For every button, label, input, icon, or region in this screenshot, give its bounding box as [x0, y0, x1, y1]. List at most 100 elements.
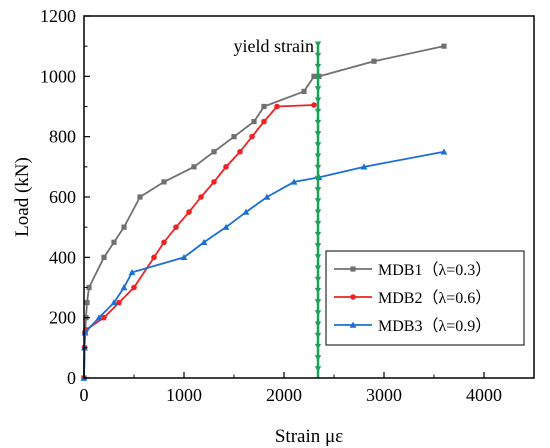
yield-strain-marker	[314, 332, 322, 339]
yield-strain-marker	[314, 97, 322, 103]
yield-strain-marker	[314, 299, 322, 305]
yield-strain-marker	[314, 220, 322, 227]
legend-label-2: MDB2（λ=0.6）	[378, 289, 491, 307]
yield-strain-marker	[314, 310, 322, 316]
data-point-series-1	[137, 194, 143, 200]
data-point-series-1	[121, 224, 127, 230]
x-tick-label: 0	[80, 385, 89, 405]
legend-label-1: MDB1（λ=0.3）	[378, 261, 491, 279]
legend-marker-1	[350, 266, 356, 272]
yield-strain-marker	[314, 209, 322, 215]
yield-strain-marker	[314, 187, 322, 193]
data-point-series-2	[274, 103, 280, 110]
data-point-series-2	[211, 179, 217, 185]
data-point-series-3	[360, 163, 368, 170]
legend-marker-3	[349, 321, 357, 328]
legend-label-3: MDB3（λ=0.9）	[378, 317, 491, 335]
data-point-series-2	[116, 299, 122, 306]
yield-strain-marker	[314, 355, 322, 361]
yield-strain-marker	[314, 276, 322, 283]
yield-strain-marker	[314, 198, 322, 204]
yield-strain-marker	[314, 153, 322, 159]
data-point-series-1	[84, 299, 90, 306]
series-layer	[80, 43, 448, 381]
legend-marker-2	[350, 294, 356, 300]
yield-strain-marker	[314, 254, 322, 260]
data-point-series-3	[440, 148, 448, 155]
y-tick-label: 200	[49, 308, 76, 328]
yield-strain-marker	[314, 63, 322, 70]
series-line-3	[83, 150, 445, 379]
data-point-series-1	[86, 284, 92, 291]
data-point-series-2	[237, 148, 243, 155]
yield-strain-marker	[314, 164, 322, 171]
yield-strain-marker	[314, 265, 322, 271]
yield-strain-marker	[314, 86, 322, 92]
yield-strain-marker	[314, 343, 322, 350]
data-point-series-3	[242, 208, 250, 215]
yield-strain-marker	[314, 175, 322, 182]
data-point-series-3	[110, 299, 118, 306]
yield-strain-marker	[314, 366, 322, 372]
yield-strain-marker	[314, 41, 322, 47]
data-point-series-2	[186, 209, 192, 215]
data-point-series-2	[101, 314, 107, 321]
yield-strain-marker	[314, 75, 322, 81]
y-tick-label: 800	[49, 127, 76, 147]
series-line-2	[83, 104, 315, 379]
data-point-series-2	[311, 102, 317, 108]
yield-strain-marker	[314, 108, 322, 115]
data-point-series-3	[263, 193, 271, 200]
yield-strain-marker	[314, 231, 322, 238]
x-tick-label: 2000	[266, 385, 302, 405]
data-point-series-3	[290, 178, 298, 185]
yield-strain-marker	[314, 119, 322, 126]
x-tick-label: 3000	[366, 385, 402, 405]
data-point-series-1	[191, 164, 197, 170]
data-point-series-3	[128, 269, 136, 276]
yield-strain-marker	[314, 321, 322, 327]
data-point-series-3	[222, 223, 230, 230]
data-point-series-3	[120, 284, 128, 291]
y-tick-label: 600	[49, 187, 76, 207]
data-point-series-1	[211, 149, 217, 155]
data-point-series-1	[111, 239, 117, 245]
yield-strain-marker	[314, 287, 322, 294]
legend-box	[325, 250, 525, 346]
y-tick-label: 1000	[40, 66, 76, 86]
data-point-series-2	[151, 254, 157, 261]
yield-strain-marker	[314, 142, 322, 148]
data-point-series-2	[223, 164, 229, 170]
yield-strain-marker	[314, 243, 322, 249]
data-point-series-3	[95, 314, 103, 321]
y-axis-label: Load (kN)	[12, 157, 33, 237]
data-point-series-3	[180, 253, 188, 261]
data-point-series-1	[261, 103, 267, 110]
data-point-series-1	[251, 118, 257, 125]
y-tick-label: 0	[67, 368, 76, 388]
x-axis-label: Strain με	[275, 426, 343, 447]
data-point-series-1	[441, 43, 447, 49]
yield-strain-annotation: yield strain	[234, 36, 322, 378]
data-point-series-2	[161, 239, 167, 246]
data-point-series-2	[131, 284, 137, 291]
data-point-series-3	[200, 238, 208, 245]
x-tick-label: 4000	[466, 385, 502, 405]
data-point-series-1	[101, 254, 107, 260]
yield-strain-marker	[314, 131, 322, 137]
data-point-series-2	[198, 194, 204, 200]
y-tick-label: 400	[49, 247, 76, 267]
yield-strain-marker	[314, 52, 322, 59]
y-tick-label: 1200	[40, 6, 76, 26]
data-point-series-2	[173, 224, 179, 230]
x-tick-label: 1000	[166, 385, 202, 405]
legend: MDB1（λ=0.3） MDB2（λ=0.6） MDB3（λ=0.9）	[325, 250, 525, 346]
data-point-series-1	[371, 58, 377, 64]
data-point-series-1	[301, 88, 307, 95]
data-point-series-2	[261, 118, 267, 125]
data-point-series-1	[231, 134, 237, 140]
data-point-series-1	[311, 73, 317, 79]
yield-strain-label: yield strain	[234, 36, 314, 56]
axis-ticks: 0 1000 2000 3000 4000 0 200 400 600 800 1000 1200	[40, 6, 502, 405]
